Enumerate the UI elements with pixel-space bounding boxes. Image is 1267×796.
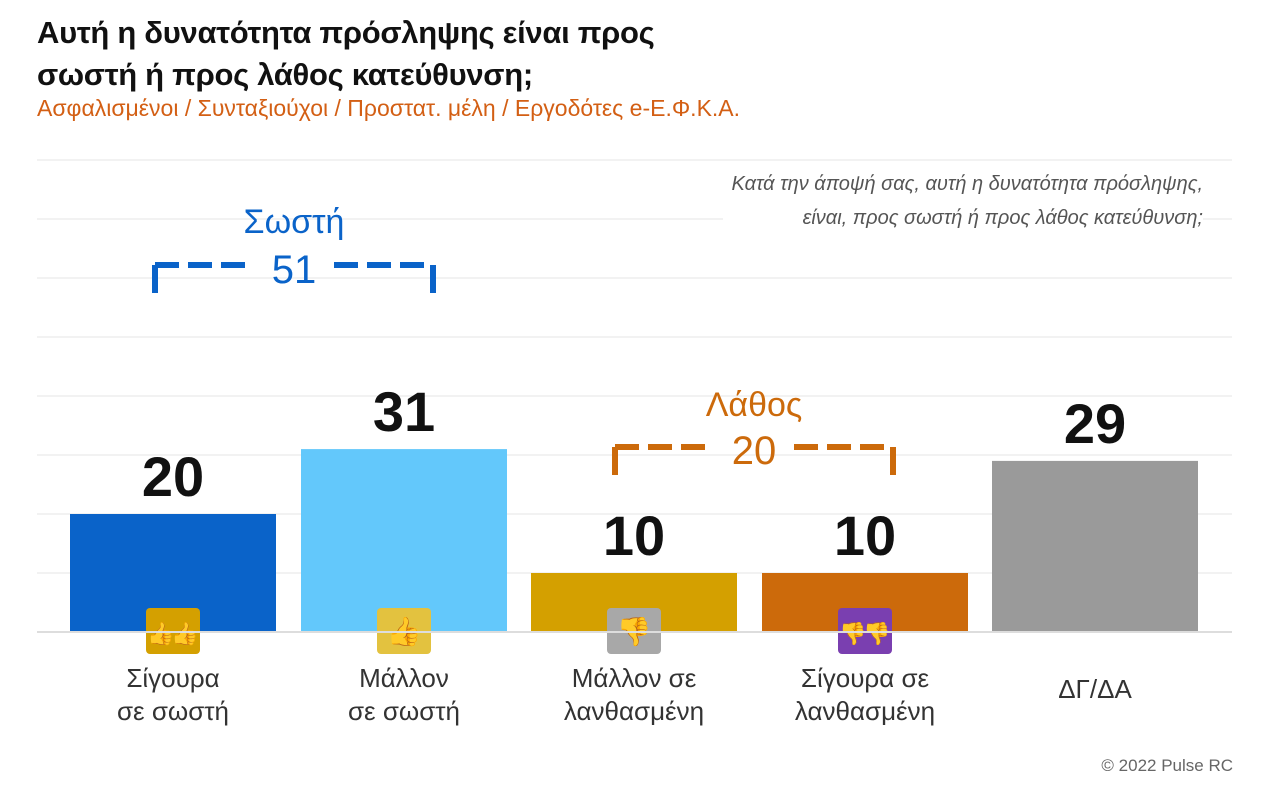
double-thumbs-up-icon: 👍 [147,621,174,647]
double-thumbs-down-icon: 👎 [839,621,866,647]
survey-question-line-2: είναι, προς σωστή ή προς λάθος κατεύθυνσ… [802,207,1203,229]
group-total: 20 [732,429,777,473]
category-label: λανθασμένη [564,696,704,726]
group-label: Σωστή [244,203,345,241]
category-label: σε σωστή [117,696,229,726]
chart-title-line-2: σωστή ή προς λάθος κατεύθυνση; [37,57,533,92]
bar-value-label: 10 [834,504,896,567]
survey-question-line-1: Κατά την άποψή σας, αυτή η δυνατότητα πρ… [731,173,1203,195]
category-label: λανθασμένη [795,696,935,726]
chart-title: Αυτή η δυνατότητα πρόσληψης είναι προς σ… [37,12,655,96]
category-label: Μάλλον σε [572,663,697,693]
bar-value-label: 31 [373,380,435,443]
group-label: Λάθος [706,386,803,424]
bar [992,460,1198,632]
category-label: Μάλλον [359,663,449,693]
category-label: Σίγουρα σε [801,663,930,693]
bar-value-label: 10 [603,504,665,567]
survey-question: Κατά την άποψή σας, αυτή η δυνατότητα πρ… [723,167,1203,235]
bar [301,449,507,632]
category-label: ΔΓ/ΔΑ [1058,674,1132,704]
category-label: σε σωστή [348,696,460,726]
double-thumbs-down-icon: 👎 [863,621,890,647]
category-label: Σίγουρα [126,663,219,693]
bar-value-label: 29 [1064,392,1126,455]
double-thumbs-up-icon: 👍 [171,621,198,647]
chart-title-line-1: Αυτή η δυνατότητα πρόσληψης είναι προς [37,15,655,50]
chart-subtitle: Ασφαλισμένοι / Συνταξιούχοι / Προστατ. μ… [37,95,741,121]
copyright-notice: © 2022 Pulse RC [1101,756,1233,775]
bar-value-label: 20 [142,445,204,508]
group-total: 51 [272,248,317,292]
